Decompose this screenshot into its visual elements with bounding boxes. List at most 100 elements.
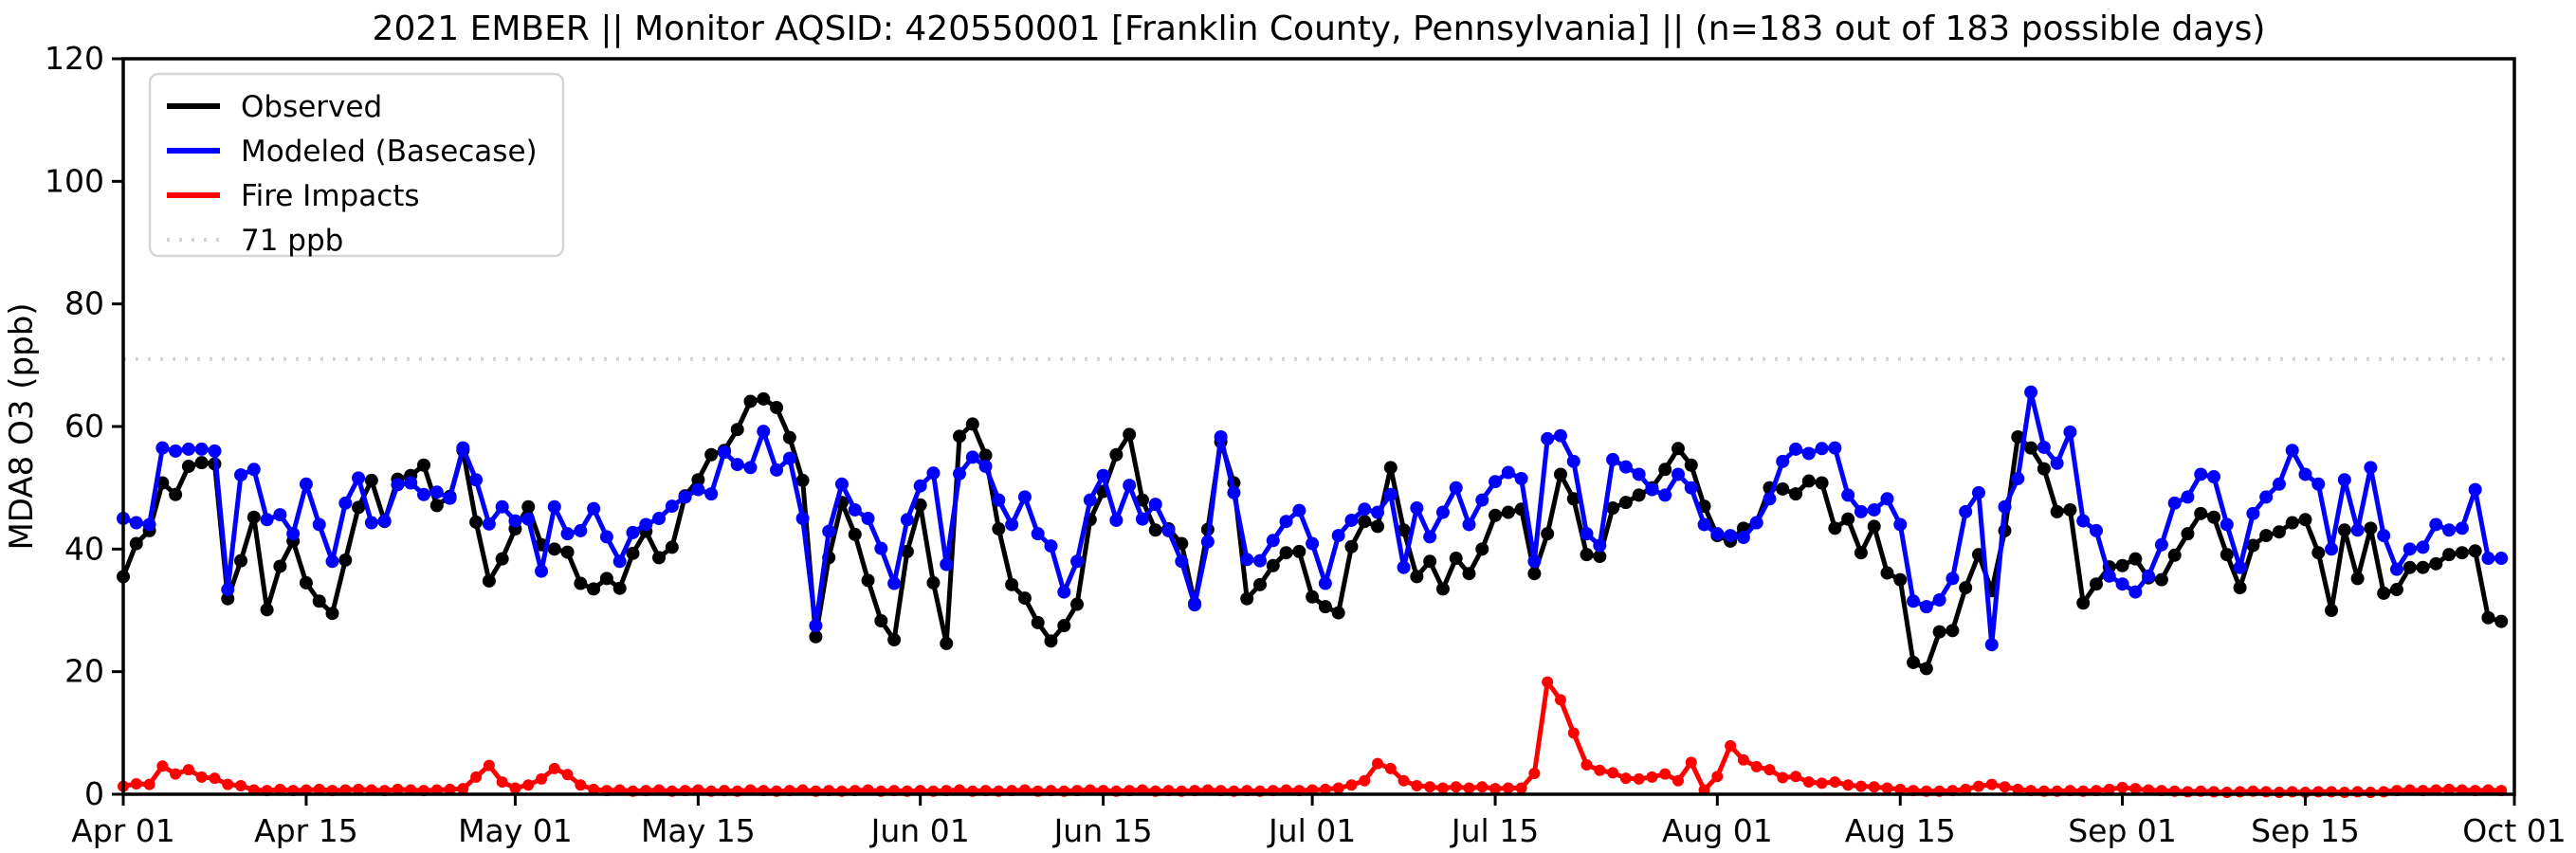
modeled-basecase-marker (352, 471, 366, 485)
observed-marker (2194, 506, 2208, 520)
modeled-basecase-marker (155, 441, 170, 455)
modeled-basecase-marker (1580, 527, 1594, 541)
modeled-basecase-marker (1763, 492, 1777, 506)
fire-impacts-marker (2129, 783, 2142, 795)
modeled-basecase-marker (1867, 502, 1881, 517)
modeled-basecase-marker (1971, 485, 1985, 499)
fire-impacts-marker (1763, 764, 1776, 776)
observed-marker (1828, 521, 1842, 535)
y-tick-label: 60 (64, 408, 104, 445)
fire-impacts-marker (1463, 782, 1475, 794)
observed-marker (1789, 487, 1803, 501)
fire-impacts-marker (1711, 771, 1724, 783)
observed-marker (495, 552, 509, 566)
observed-marker (1854, 546, 1868, 560)
fire-impacts-marker (1476, 781, 1489, 793)
modeled-basecase-marker (1841, 488, 1855, 502)
modeled-basecase-marker (887, 576, 902, 590)
observed-marker (1435, 582, 1450, 596)
observed-marker (992, 521, 1006, 535)
modeled-basecase-marker (1044, 539, 1058, 554)
modeled-basecase-marker (1462, 517, 1476, 532)
observed-marker (2298, 513, 2312, 527)
modeled-basecase-marker (1318, 576, 1332, 590)
fire-impacts-marker (1515, 782, 1527, 794)
modeled-basecase-marker (1553, 428, 1567, 443)
modeled-basecase-marker (1618, 460, 1633, 474)
observed-marker (1240, 591, 1254, 606)
modeled-basecase-marker (129, 516, 143, 530)
observed-marker (2377, 586, 2391, 600)
observed-marker (1410, 570, 1424, 584)
observed-marker (1475, 542, 1489, 556)
modeled-basecase-marker (404, 476, 418, 490)
legend-label: Fire Impacts (241, 179, 420, 213)
modeled-basecase-marker (1344, 513, 1359, 527)
observed-marker (547, 542, 561, 556)
modeled-basecase-marker (626, 525, 640, 539)
modeled-basecase-marker (2024, 385, 2038, 399)
observed-marker (364, 473, 378, 487)
modeled-basecase-marker (1828, 441, 1842, 455)
observed-marker (2259, 529, 2274, 543)
fire-impacts-marker (195, 771, 208, 783)
modeled-basecase-marker (1148, 498, 1162, 512)
modeled-basecase-marker (1815, 442, 1829, 456)
modeled-basecase-marker (587, 501, 601, 516)
modeled-basecase-marker (639, 517, 653, 532)
modeled-basecase-marker (2128, 585, 2143, 599)
modeled-basecase-marker (900, 513, 914, 527)
modeled-basecase-marker (2377, 529, 2391, 543)
fire-impacts-marker (392, 783, 404, 795)
observed-marker (1553, 467, 1567, 481)
observed-marker (1005, 577, 1019, 591)
fire-impacts-marker (1672, 774, 1684, 787)
modeled-basecase-marker (2154, 537, 2168, 552)
modeled-basecase-marker (1710, 527, 1725, 541)
modeled-basecase-marker (338, 496, 353, 510)
modeled-basecase-marker (443, 491, 457, 505)
modeled-basecase-marker (1240, 553, 1254, 567)
observed-marker (1123, 427, 1137, 442)
modeled-basecase-marker (834, 477, 849, 491)
y-tick-label: 40 (64, 530, 104, 567)
observed-marker (926, 575, 941, 590)
fire-impacts-marker (1619, 772, 1632, 785)
y-tick-label: 120 (45, 40, 104, 77)
observed-marker (1776, 481, 1790, 496)
x-tick-label: Jun 15 (1052, 812, 1153, 849)
fire-impacts-marker (170, 768, 182, 780)
observed-marker (887, 633, 902, 647)
modeled-basecase-marker (169, 444, 183, 458)
observed-marker (809, 629, 823, 644)
fire-impacts-marker (156, 760, 169, 772)
fire-impacts-marker (1502, 782, 1514, 794)
modeled-basecase-marker (469, 473, 484, 487)
modeled-basecase-marker (1593, 538, 1607, 553)
observed-marker (1489, 508, 1503, 522)
observed-marker (1175, 536, 1189, 551)
observed-marker (2364, 521, 2378, 535)
modeled-basecase-marker (2037, 440, 2051, 454)
modeled-basecase-marker (1070, 554, 1085, 569)
modeled-basecase-marker (221, 583, 235, 597)
observed-marker (691, 473, 705, 487)
fire-impacts-marker (1345, 779, 1358, 791)
modeled-basecase-marker (1789, 442, 1803, 456)
chart-title: 2021 EMBER || Monitor AQSID: 420550001 [… (373, 9, 2266, 48)
modeled-basecase-marker (286, 527, 301, 541)
observed-marker (1880, 566, 1894, 580)
modeled-basecase-marker (482, 517, 496, 531)
modeled-basecase-marker (1410, 501, 1424, 516)
fire-impacts-marker (130, 778, 142, 790)
fire-impacts-marker (548, 762, 560, 774)
observed-marker (757, 391, 771, 406)
observed-marker (848, 527, 862, 541)
fire-impacts-marker (1777, 771, 1789, 784)
observed-marker (352, 500, 366, 515)
y-axis-label: MDA8 O3 (ppb) (3, 302, 41, 550)
modeled-basecase-marker (1645, 482, 1659, 497)
observed-marker (1057, 619, 1071, 633)
modeled-basecase-marker (2416, 540, 2430, 554)
